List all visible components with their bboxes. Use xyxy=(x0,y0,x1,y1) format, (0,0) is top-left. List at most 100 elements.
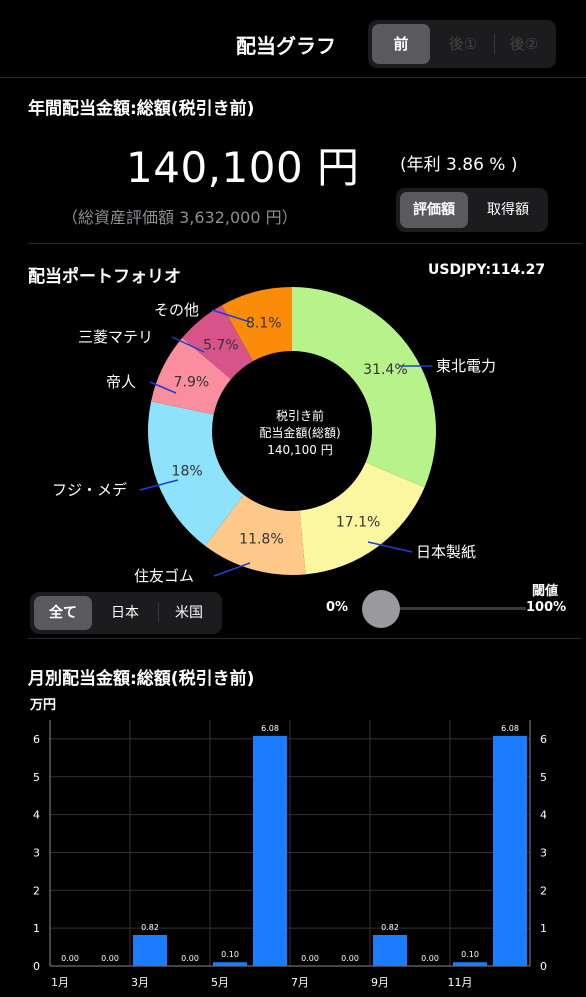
bar-value-label: 0.82 xyxy=(141,923,159,932)
slice-name-label: フジ・メデ xyxy=(52,481,127,499)
y-tick-label-left: 0 xyxy=(33,960,40,973)
timing-option-after-2[interactable]: 後② xyxy=(509,35,539,53)
y-tick-label-right: 4 xyxy=(540,809,547,822)
slice-percent-label: 5.7% xyxy=(203,337,239,353)
donut-slice[interactable] xyxy=(292,287,437,488)
y-axis-unit: 万円 xyxy=(30,698,57,713)
monthly-section-title: 月別配当金額:総額(税引き前) xyxy=(28,669,255,689)
threshold-min-label: 0% xyxy=(326,600,349,615)
slice-leader-line xyxy=(171,336,205,353)
x-tick-label: 11月 xyxy=(448,976,473,989)
threshold-max-label: 100% xyxy=(526,600,567,615)
month-bar[interactable] xyxy=(453,962,487,966)
region-option-all[interactable]: 全て xyxy=(34,596,92,630)
y-tick-label-right: 1 xyxy=(540,922,547,935)
region-option-japan[interactable]: 日本 xyxy=(111,605,139,621)
y-tick-label-right: 6 xyxy=(540,733,547,746)
header: 配当グラフ 前 後① 後② xyxy=(0,0,586,78)
slice-percent-label: 17.1% xyxy=(336,514,380,530)
threshold-slider-track[interactable] xyxy=(362,607,526,610)
total-asset-value: （総資産評価額 3,632,000 円） xyxy=(62,208,298,227)
y-tick-label-right: 0 xyxy=(540,960,547,973)
slice-name-label: 日本製紙 xyxy=(416,543,476,561)
monthly-bar-chart: 0 0 1 1 2 2 3 3 4 4 5 5 6 6 0.00 1月 0.00 0.82 3月 0.00 0.10 5月… xyxy=(33,720,547,989)
x-tick-label: 5月 xyxy=(211,976,229,989)
donut-slice[interactable] xyxy=(299,462,425,575)
y-tick-label-left: 2 xyxy=(33,884,40,897)
slice-name-label: 三菱マテリ xyxy=(78,328,153,346)
month-bar[interactable] xyxy=(133,934,167,966)
bar-value-label: 0.00 xyxy=(341,954,359,963)
bar-value-label: 0.82 xyxy=(381,923,399,932)
x-tick-label: 7月 xyxy=(291,976,309,989)
slice-percent-label: 8.1% xyxy=(246,316,282,332)
slice-name-label: その他 xyxy=(154,301,199,319)
donut-slice[interactable] xyxy=(182,305,254,380)
usdjpy-rate: USDJPY:114.27 xyxy=(428,262,546,278)
divider xyxy=(28,638,582,639)
annual-yield: (年利 3.86 % ) xyxy=(400,155,518,175)
donut-slice[interactable] xyxy=(221,287,292,362)
month-bar[interactable] xyxy=(253,735,287,966)
slice-leader-line xyxy=(139,479,179,491)
y-tick-label-right: 2 xyxy=(540,884,547,897)
donut-slice[interactable] xyxy=(151,337,232,415)
y-tick-label-left: 1 xyxy=(33,922,40,935)
segment-separator xyxy=(494,34,495,54)
page-title: 配当グラフ xyxy=(236,34,336,58)
region-segmented-control: 全て 日本 米国 xyxy=(30,592,222,634)
basis-option-valuation[interactable]: 評価額 xyxy=(400,192,468,228)
month-bar[interactable] xyxy=(213,962,247,966)
y-tick-label-left: 6 xyxy=(33,733,40,746)
y-tick-label-right: 3 xyxy=(540,846,547,859)
slice-leader-line xyxy=(367,541,413,553)
slice-percent-label: 18% xyxy=(172,463,203,479)
donut-slice[interactable] xyxy=(148,401,244,546)
timing-segmented-control: 前 後① 後② xyxy=(368,20,556,68)
donut-slice[interactable] xyxy=(205,494,306,575)
donut-center-line-2: 配当金額(総額) xyxy=(259,426,341,440)
y-tick-label-right: 5 xyxy=(540,771,547,784)
slice-percent-label: 11.8% xyxy=(239,532,283,548)
donut-center-line-1: 税引き前 xyxy=(275,409,324,423)
region-option-us[interactable]: 米国 xyxy=(175,605,203,621)
slice-name-label: 東北電力 xyxy=(436,357,496,375)
bar-value-label: 0.00 xyxy=(301,954,319,963)
month-bar[interactable] xyxy=(493,735,527,966)
slice-name-label: 帝人 xyxy=(106,373,136,391)
y-tick-label-left: 4 xyxy=(33,809,40,822)
annual-section-title: 年間配当金額:総額(税引き前) xyxy=(28,99,255,119)
timing-option-before[interactable]: 前 xyxy=(372,24,430,64)
slice-leader-line xyxy=(149,381,177,394)
bar-value-label: 0.00 xyxy=(101,954,119,963)
y-tick-label-left: 5 xyxy=(33,771,40,784)
x-tick-label: 1月 xyxy=(51,976,69,989)
basis-segmented-control: 評価額 取得額 xyxy=(396,188,548,232)
donut-hole xyxy=(213,352,371,510)
y-tick-label-left: 3 xyxy=(33,846,40,859)
bar-value-label: 0.00 xyxy=(421,954,439,963)
basis-option-acquisition[interactable]: 取得額 xyxy=(487,202,529,218)
portfolio-donut-chart: 31.4% 東北電力 17.1% 日本製紙 11.8% 住友ゴム 18% フジ・メデ 7.9% 帝… xyxy=(52,287,496,585)
bar-value-label: 6.08 xyxy=(501,724,519,733)
slice-leader-line xyxy=(211,309,251,323)
portfolio-section-title: 配当ポートフォリオ xyxy=(28,267,181,287)
x-tick-label: 9月 xyxy=(371,976,389,989)
threshold-label: 閾値 xyxy=(532,584,559,599)
bar-value-label: 0.10 xyxy=(461,950,479,959)
slice-percent-label: 31.4% xyxy=(363,362,407,378)
slice-percent-label: 7.9% xyxy=(174,375,210,391)
slice-leader-line xyxy=(213,562,251,577)
timing-option-after-1[interactable]: 後① xyxy=(448,35,478,53)
bar-value-label: 0.00 xyxy=(181,954,199,963)
divider xyxy=(28,243,582,244)
month-bar[interactable] xyxy=(373,934,407,966)
segment-separator xyxy=(158,603,159,623)
bar-value-label: 0.10 xyxy=(221,950,239,959)
bar-value-label: 6.08 xyxy=(261,724,279,733)
bar-value-label: 0.00 xyxy=(61,954,79,963)
x-tick-label: 3月 xyxy=(131,976,149,989)
slice-name-label: 住友ゴム xyxy=(134,567,194,585)
threshold-slider-thumb[interactable] xyxy=(362,590,400,628)
donut-center-line-3: 140,100 円 xyxy=(267,443,333,457)
